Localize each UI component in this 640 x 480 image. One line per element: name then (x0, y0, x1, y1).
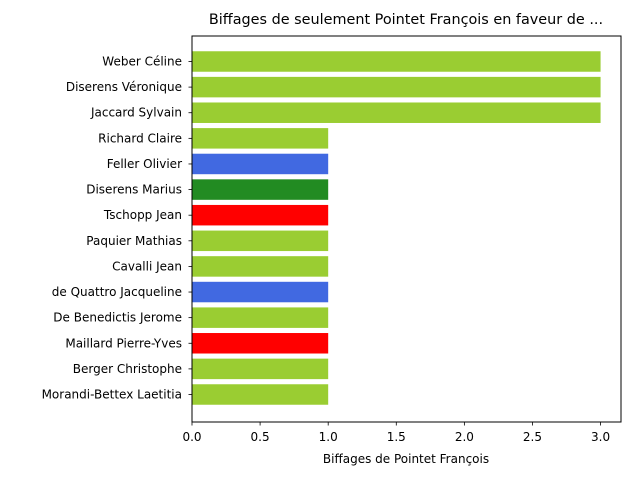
y-tick-label: Paquier Mathias (86, 234, 182, 248)
bar (192, 230, 329, 252)
bar (192, 358, 329, 380)
y-tick-label: Feller Olivier (107, 157, 182, 171)
bar (192, 307, 329, 328)
x-axis-ticks: 0.0 0.5 1.0 1.5 2.0 2.5 3.0 (182, 422, 610, 444)
y-tick-label: de Quattro Jacqueline (52, 285, 182, 299)
bar (192, 384, 329, 405)
y-tick-labels: Weber Céline Diserens Véronique Jaccard Sy… (42, 55, 192, 402)
bar (192, 179, 329, 200)
x-tick-label: 1.5 (387, 430, 406, 444)
x-tick-label: 3.0 (591, 430, 610, 444)
plot-frame (191, 35, 622, 423)
bar (192, 76, 601, 98)
x-tick-label: 2.0 (455, 430, 474, 444)
x-tick-label: 2.5 (523, 430, 542, 444)
y-tick-label: Jaccard Sylvain (90, 106, 182, 120)
bar (192, 102, 601, 123)
y-tick-label: Richard Claire (98, 131, 182, 145)
y-tick-label: Diserens Marius (86, 183, 182, 197)
y-tick-label: Morandi-Bettex Laetitia (42, 388, 182, 402)
bar (192, 281, 329, 303)
y-tick-label: Cavalli Jean (112, 259, 182, 273)
chart-title: Biffages de seulement Pointet François e… (209, 12, 603, 28)
y-tick-label: De Benedictis Jerome (53, 311, 182, 325)
bar (192, 333, 329, 354)
x-tick-label: 0.5 (251, 430, 270, 444)
bar (192, 153, 329, 175)
x-axis-label: Biffages de Pointet François (323, 452, 489, 466)
y-tick-label: Maillard Pierre-Yves (65, 336, 182, 350)
y-tick-label: Weber Céline (102, 55, 182, 69)
x-tick-label: 1.0 (319, 430, 338, 444)
bar (192, 128, 329, 149)
y-tick-label: Tschopp Jean (103, 208, 182, 222)
bar (192, 256, 329, 277)
x-tick-label: 0.0 (182, 430, 201, 444)
y-tick-label: Diserens Véronique (66, 80, 182, 94)
bars-group (192, 51, 601, 405)
bar (192, 51, 601, 72)
y-tick-label: Berger Christophe (73, 362, 182, 376)
bar (192, 204, 329, 226)
